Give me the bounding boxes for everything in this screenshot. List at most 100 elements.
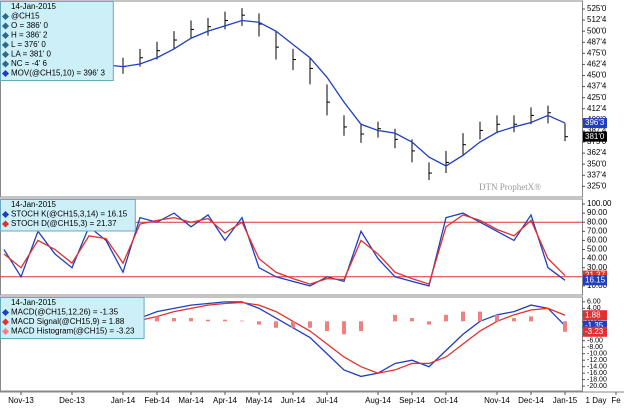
legend-entry: H = 386' 2 xyxy=(11,31,48,40)
x-tick-label: Mar-14 xyxy=(178,396,204,405)
y-tick-label: 4.00 xyxy=(587,305,601,312)
y-tick-label: -18.00 xyxy=(587,376,607,383)
histogram-bar xyxy=(444,314,448,322)
y-tick-label: 462'4 xyxy=(587,60,607,69)
x-tick-label: May-14 xyxy=(246,396,273,405)
y-tick-label: 30.00 xyxy=(587,263,608,272)
y-tick-label: 525'0 xyxy=(587,4,607,13)
y-tick-label: 387'4 xyxy=(587,126,607,135)
value-marker xyxy=(583,131,607,142)
x-tick-label: Aug-14 xyxy=(365,396,391,405)
histogram-bar xyxy=(223,319,227,322)
legend-swatch xyxy=(1,210,10,219)
panel-date: 14-Jan-2015 xyxy=(11,2,56,11)
y-tick-label: 70.00 xyxy=(587,226,608,235)
x-tick-label: Nov-13 xyxy=(8,396,34,405)
value-marker-label: 381'0 xyxy=(585,132,605,141)
legend-entry: MACD(@CH15,12,26) = -1.35 xyxy=(11,308,119,317)
histogram-bar xyxy=(325,321,329,332)
x-tick-label: Fe xyxy=(611,396,621,405)
histogram-bar xyxy=(189,318,193,322)
x-tick-label: Oct-14 xyxy=(434,396,459,405)
x-tick-label: Jun-14 xyxy=(281,396,306,405)
histogram-bar xyxy=(206,319,210,322)
legend-entry: MACD Signal(@CH15,9) = 1.88 xyxy=(11,317,125,326)
histogram-bar xyxy=(359,321,363,332)
x-tick-label: Feb-14 xyxy=(144,396,170,405)
histogram-bar xyxy=(529,316,533,322)
value-marker xyxy=(583,326,607,337)
y-tick-label: 6.00 xyxy=(587,299,601,306)
y-tick-label: 362'4 xyxy=(587,148,607,157)
series-line xyxy=(3,214,566,285)
y-tick-label: 512'4 xyxy=(587,15,607,24)
y-tick-label: 487'4 xyxy=(587,37,607,46)
y-tick-label: 450'0 xyxy=(587,71,607,80)
legend-entry: @CH15 xyxy=(11,12,40,21)
histogram-bar xyxy=(342,321,346,335)
legend-entry: MOV(@CH15,10) = 396' 3 xyxy=(11,69,105,78)
info-box xyxy=(0,297,145,339)
y-tick-label: -12.00 xyxy=(587,357,607,364)
histogram-bar xyxy=(172,318,176,322)
value-marker xyxy=(583,118,607,129)
y-tick-label: -16.00 xyxy=(587,370,607,377)
y-tick-label: 40.00 xyxy=(587,254,608,263)
histogram-bar xyxy=(308,321,312,328)
legend-entry: STOCH D(@CH15,3) = 21.37 xyxy=(11,219,117,228)
legend-entry: MACD Histogram(@CH15) = -3.23 xyxy=(11,327,135,336)
interval-label: 1 Day xyxy=(586,396,607,405)
histogram-bar xyxy=(155,316,159,322)
y-tick-label: 425'0 xyxy=(587,93,607,102)
x-tick-label: Jul-14 xyxy=(316,396,338,405)
y-tick-label: 80.00 xyxy=(587,217,608,226)
y-tick-label: 60.00 xyxy=(587,236,608,245)
y-tick-label: 475'0 xyxy=(587,48,607,57)
legend-swatch xyxy=(1,12,10,21)
legend-entry: LA = 381' 0 xyxy=(11,50,52,59)
legend-swatch xyxy=(1,308,10,317)
value-marker xyxy=(583,320,607,331)
y-tick-label: -6.00 xyxy=(587,338,603,345)
value-marker-label: 21.37 xyxy=(585,271,606,280)
histogram-bar xyxy=(512,318,516,322)
histogram-bar xyxy=(427,321,431,325)
histogram-bar xyxy=(461,311,465,322)
info-box xyxy=(0,199,136,232)
y-tick-label: 10.00 xyxy=(587,281,608,290)
x-tick-label: Sep-14 xyxy=(399,396,425,405)
histogram-bar xyxy=(393,314,397,322)
y-tick-label: -20.00 xyxy=(587,383,607,390)
x-tick-label: Dec-14 xyxy=(518,396,544,405)
value-marker-label: 16.15 xyxy=(585,275,606,284)
value-marker-label: 1.88 xyxy=(585,310,601,319)
legend-swatch xyxy=(1,22,10,30)
y-tick-label: 100.00 xyxy=(587,199,612,208)
histogram-bar xyxy=(257,321,261,325)
y-tick-label: 350'0 xyxy=(587,159,607,168)
legend-entry: L = 376' 0 xyxy=(11,40,46,49)
panel-date: 14-Jan-2015 xyxy=(11,298,56,307)
value-marker-label: -1.35 xyxy=(585,321,604,330)
value-marker xyxy=(583,275,607,286)
x-tick-label: Apr-14 xyxy=(213,396,238,405)
value-marker xyxy=(583,310,607,321)
histogram-bar xyxy=(410,318,414,322)
legend-entry: NC = -4' 6 xyxy=(11,59,48,68)
y-tick-label: -14.00 xyxy=(587,364,607,371)
y-tick-label: 412'4 xyxy=(587,104,607,113)
panel-date: 14-Jan-2015 xyxy=(11,200,56,209)
value-marker-label: -3.23 xyxy=(585,327,604,336)
y-tick-label: 50.00 xyxy=(587,245,608,254)
histogram-bar xyxy=(274,321,278,328)
y-tick-label: 500'0 xyxy=(587,26,607,35)
legend-entry: O = 386' 0 xyxy=(11,21,48,30)
x-tick-label: Jan-15 xyxy=(553,396,578,405)
histogram-bar xyxy=(240,320,244,322)
x-tick-label: Nov-14 xyxy=(484,396,510,405)
legend-swatch xyxy=(1,318,10,326)
legend-swatch xyxy=(1,327,10,336)
histogram-bar xyxy=(291,321,295,328)
y-tick-label: 90.00 xyxy=(587,208,608,217)
